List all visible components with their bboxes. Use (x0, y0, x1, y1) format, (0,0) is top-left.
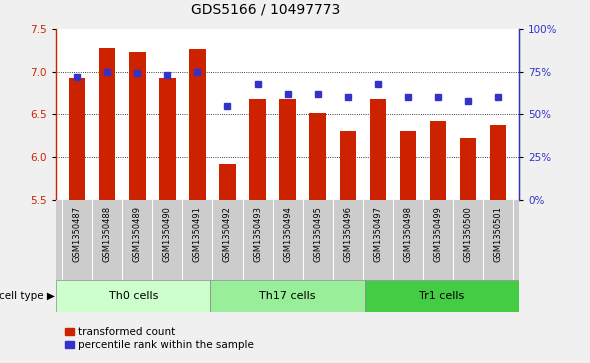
Bar (159, 78, 176, 200)
Bar (365, 280, 519, 312)
Text: GSM1350488: GSM1350488 (103, 206, 112, 262)
Text: GSM1350494: GSM1350494 (283, 206, 292, 262)
Bar (339, 131, 356, 200)
Bar (250, 99, 266, 200)
Bar (460, 138, 476, 200)
Text: GSM1350491: GSM1350491 (193, 206, 202, 262)
Bar (490, 125, 506, 200)
Bar (211, 280, 365, 312)
Text: GSM1350492: GSM1350492 (223, 206, 232, 262)
Bar (56, 280, 211, 312)
Text: cell type ▶: cell type ▶ (0, 291, 55, 301)
Bar (219, 164, 236, 200)
Text: GSM1350495: GSM1350495 (313, 206, 322, 262)
Text: GSM1350496: GSM1350496 (343, 206, 352, 262)
Text: Th0 cells: Th0 cells (109, 291, 158, 301)
Text: GSM1350497: GSM1350497 (373, 206, 382, 262)
Text: GSM1350487: GSM1350487 (73, 206, 81, 262)
Bar (430, 121, 446, 200)
Text: Tr1 cells: Tr1 cells (419, 291, 465, 301)
Text: GSM1350500: GSM1350500 (464, 206, 473, 262)
Text: GDS5166 / 10497773: GDS5166 / 10497773 (191, 2, 340, 16)
Text: GSM1350489: GSM1350489 (133, 206, 142, 262)
Bar (69, 78, 86, 200)
Bar (309, 113, 326, 200)
Text: GSM1350499: GSM1350499 (434, 206, 442, 262)
Bar (399, 131, 416, 200)
Bar (279, 99, 296, 200)
Bar (369, 99, 386, 200)
Text: Th17 cells: Th17 cells (260, 291, 316, 301)
Bar (99, 48, 116, 200)
Text: GSM1350493: GSM1350493 (253, 206, 262, 262)
Legend: transformed count, percentile rank within the sample: transformed count, percentile rank withi… (61, 323, 258, 354)
Bar (129, 52, 146, 200)
Bar (189, 49, 206, 200)
Text: GSM1350490: GSM1350490 (163, 206, 172, 262)
Text: GSM1350498: GSM1350498 (404, 206, 412, 262)
Text: GSM1350501: GSM1350501 (494, 206, 503, 262)
